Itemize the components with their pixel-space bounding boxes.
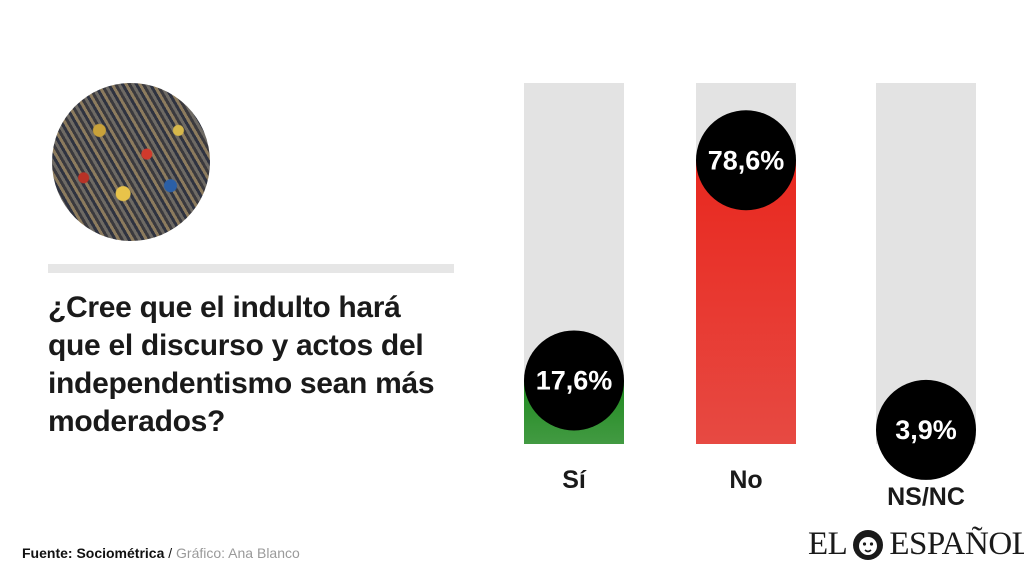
value-badge-no <box>696 110 796 211</box>
value-badge-si <box>524 330 624 431</box>
demonstration-crowd-photo <box>52 83 210 241</box>
value-label-no: 78,6% <box>708 145 785 175</box>
category-label-si: Sí <box>562 466 587 494</box>
el-espanol-logo: EL ESPAÑOL <box>808 524 1024 564</box>
question-title: ¿Cree que el indulto hará que el discurs… <box>48 291 435 438</box>
value-badge-ns-nc <box>876 379 976 480</box>
source-separator: / <box>168 545 173 561</box>
value-label-si: 17,6% <box>536 365 613 395</box>
value-label-ns-nc: 3,9% <box>895 415 957 445</box>
logo-text-left: EL <box>808 525 848 562</box>
divider <box>48 264 454 273</box>
graphic-credit: Gráfico: Ana Blanco <box>176 545 300 561</box>
source-line: Fuente: Sociométrica / Gráfico: Ana Blan… <box>22 545 300 561</box>
source-label: Fuente: Sociométrica <box>22 545 165 561</box>
lion-head-icon <box>853 530 884 560</box>
category-label-ns-nc: NS/NC <box>887 483 965 511</box>
category-label-no: No <box>729 466 762 494</box>
logo-text-right: ESPAÑOL <box>889 525 1024 562</box>
